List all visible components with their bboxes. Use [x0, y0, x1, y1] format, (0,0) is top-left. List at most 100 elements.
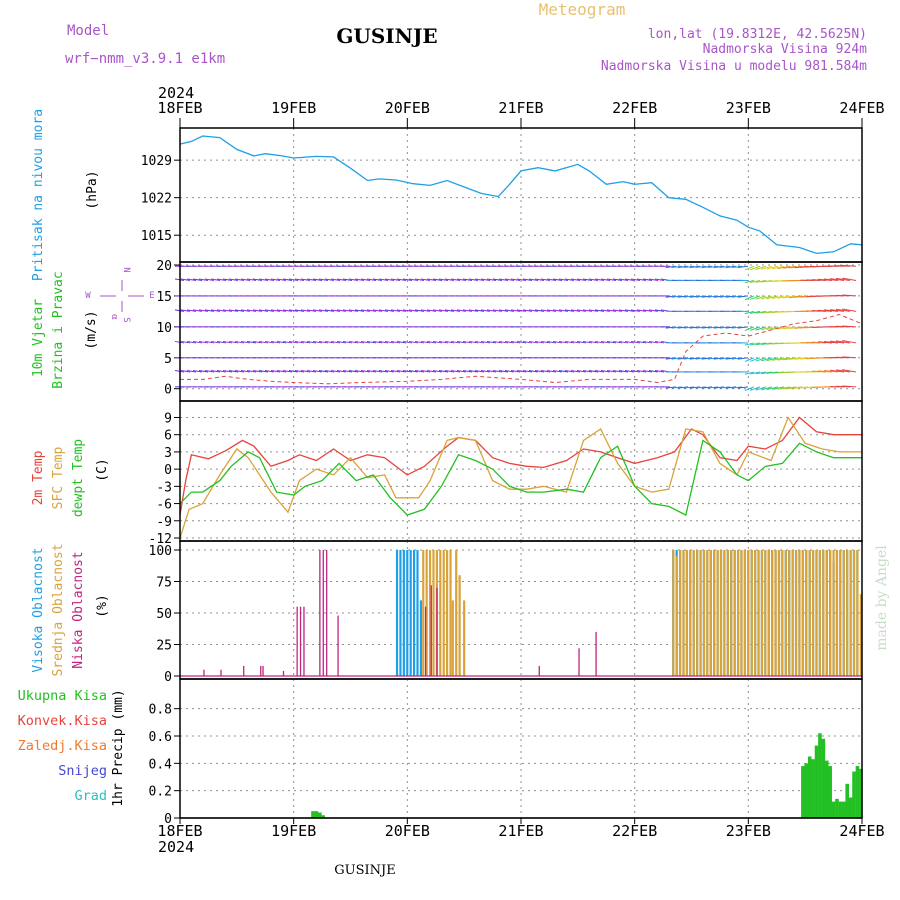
y-tick-label: 0.2	[149, 785, 172, 800]
wind-barb	[788, 386, 803, 390]
wind-barb	[588, 340, 599, 344]
location-title: GUSINJE	[336, 24, 437, 48]
bar-ukupna-kisa	[821, 738, 826, 818]
wind-barb	[228, 370, 239, 373]
wind-barb	[414, 340, 425, 344]
wind-barb	[522, 340, 533, 344]
wind-barb	[252, 309, 263, 312]
wind-barb	[258, 278, 269, 281]
wind-barb	[777, 295, 791, 299]
wind-barb	[771, 295, 785, 299]
wind-barb	[222, 278, 233, 281]
wind-barb	[270, 370, 281, 373]
wind-barb	[318, 278, 329, 281]
wind-barb	[540, 340, 551, 344]
wind-barb	[654, 340, 665, 344]
wind-barb	[588, 370, 599, 373]
wind-barb	[360, 340, 371, 344]
wind-barb	[546, 309, 557, 312]
wind-barb	[731, 295, 743, 298]
wind-barb	[228, 340, 239, 344]
wind-barb	[677, 295, 689, 298]
wind-barb	[324, 309, 335, 312]
wind-barb	[444, 370, 455, 373]
wind-barb	[426, 278, 437, 281]
wind-barb	[402, 340, 413, 344]
wind-barb	[180, 370, 191, 373]
x-tick-label-bottom: 21FEB	[498, 822, 543, 840]
wind-barb	[222, 370, 233, 373]
wind-barb	[761, 310, 773, 314]
wind-barb	[719, 295, 731, 298]
wind-barb	[588, 278, 599, 281]
wind-barb	[665, 357, 677, 360]
wind-barb	[366, 309, 377, 312]
wind-barb	[372, 309, 383, 312]
bar-ukupna-kisa	[818, 733, 822, 818]
wind-barb	[695, 386, 707, 389]
wind-barb	[462, 309, 473, 312]
wind-barb	[558, 309, 569, 312]
wind-barb	[836, 277, 851, 281]
wind-barb	[180, 278, 191, 281]
y-tick-label: 20	[156, 259, 172, 274]
wind-barb	[252, 340, 263, 344]
wind-barb	[612, 278, 623, 281]
wind-barb	[842, 277, 857, 281]
wind-barb	[624, 309, 635, 312]
bar-ukupna-kisa	[838, 801, 843, 818]
wind-barb	[450, 370, 461, 373]
wind-barb	[246, 370, 257, 373]
panel-ylabel: 2m Temp	[31, 450, 46, 505]
wind-barb	[198, 370, 209, 373]
wind-barb	[348, 370, 359, 373]
wind-barb	[432, 340, 443, 344]
wind-barb	[823, 370, 839, 373]
wind-barb	[600, 370, 611, 373]
wind-barb	[408, 278, 419, 281]
wind-barb	[546, 340, 557, 344]
wind-barb	[390, 309, 401, 312]
wind-barb	[606, 340, 617, 344]
wind-barb	[836, 369, 851, 373]
wind-barb	[342, 278, 353, 281]
wind-barb	[766, 357, 779, 362]
wind-barb	[432, 370, 443, 373]
wind-barb	[264, 340, 275, 344]
series-sfc-temp	[179, 416, 862, 539]
wind-barb	[354, 340, 365, 344]
wind-barb	[648, 309, 659, 312]
wind-barb	[665, 265, 677, 269]
wind-barb	[240, 370, 251, 373]
wind-barb	[456, 309, 467, 312]
x-tick-label-bottom: 23FEB	[726, 822, 771, 840]
wind-barb	[777, 386, 791, 390]
wind-barb	[192, 309, 203, 312]
wind-barb	[654, 278, 665, 281]
wind-barb	[210, 370, 221, 373]
wind-barb	[707, 295, 719, 298]
wind-barb	[829, 309, 845, 312]
panel-precip: 0 0.2 0.4 0.6 0.8 1hr Precip (mm) Ukupna Kisa K…	[18, 678, 863, 827]
panel-ylabel: Pritisak na nivou mora	[31, 109, 46, 281]
y-tick-label: 6	[164, 429, 172, 444]
wind-barb	[486, 309, 497, 312]
wind-barb	[618, 309, 629, 312]
wind-barb	[689, 265, 701, 269]
wind-barb	[582, 340, 593, 344]
wind-barb	[378, 370, 389, 373]
wind-barb	[766, 386, 779, 391]
bar-ukupna-kisa	[848, 797, 853, 818]
wind-barb	[330, 340, 341, 344]
wind-barb	[829, 340, 845, 344]
bar-ukupna-kisa	[852, 771, 856, 818]
wind-barb	[402, 370, 413, 373]
wind-barb	[330, 309, 341, 312]
wind-barb	[552, 340, 563, 344]
wind-barb	[204, 370, 215, 373]
y-tick-label: 10	[156, 321, 172, 336]
wind-barb	[414, 278, 425, 281]
wind-barb	[258, 309, 269, 312]
wind-barb	[812, 310, 827, 312]
wind-barb	[570, 370, 581, 373]
